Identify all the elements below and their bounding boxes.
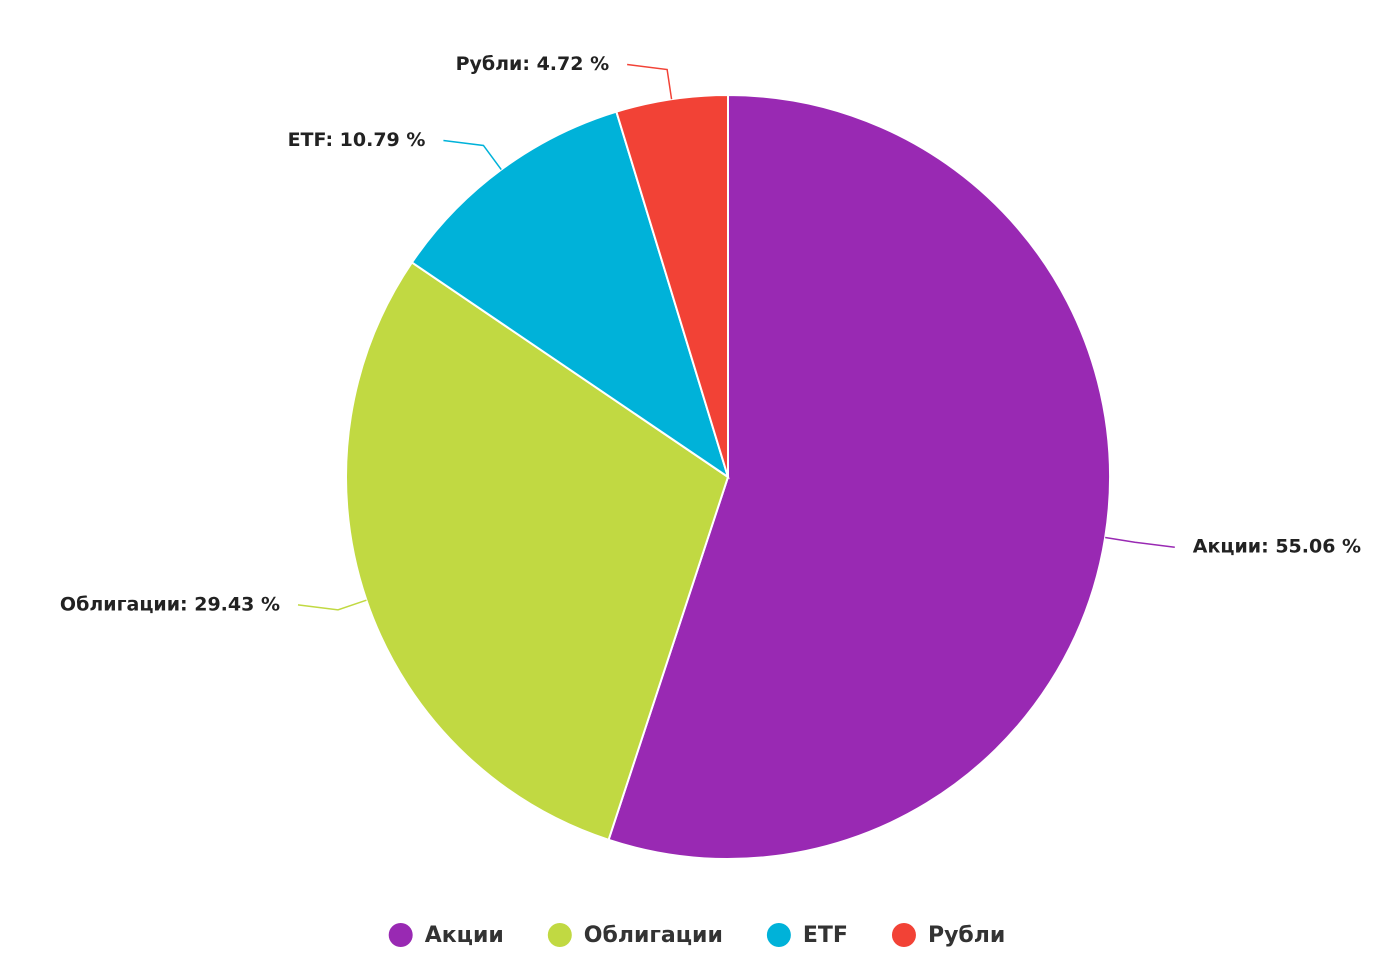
legend-marker: [547, 923, 572, 947]
data-label: Рубли: 4.72 %: [456, 53, 610, 75]
legend-marker: [891, 923, 916, 947]
legend-label: Рубли: [928, 923, 1005, 948]
leader-line: [627, 63, 673, 100]
data-label: Облигации: 29.43 %: [60, 593, 280, 615]
legend-marker: [766, 923, 791, 947]
legend-marker: [388, 923, 413, 947]
legend-label: Облигации: [584, 923, 723, 948]
data-label: Акции: 55.06 %: [1193, 536, 1361, 558]
legend-label: Акции: [425, 923, 504, 948]
leader-line: [1105, 536, 1175, 548]
legend-label: ETF: [803, 923, 848, 948]
data-label: ETF: 10.79 %: [288, 129, 426, 151]
pie-slice: [615, 93, 729, 478]
leader-line: [443, 139, 502, 171]
legend: Акции Облигации ETF Рубли: [388, 923, 1005, 948]
leader-line: [297, 599, 367, 611]
